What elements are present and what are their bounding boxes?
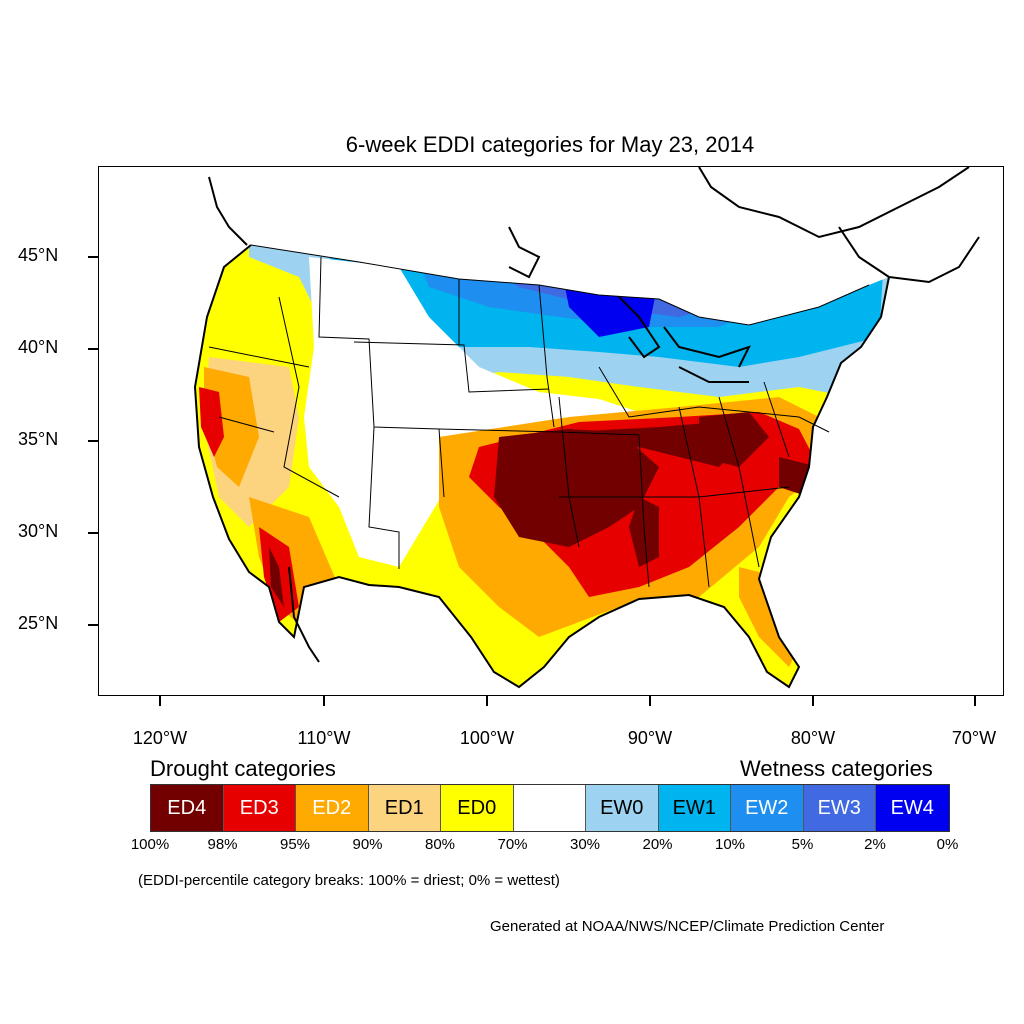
wetness-heading: Wetness categories bbox=[740, 756, 933, 781]
lon-tick bbox=[649, 696, 651, 706]
legend-swatch: EW2 bbox=[731, 785, 804, 831]
map-title: 6-week EDDI categories for May 23, 2014 bbox=[345, 132, 755, 157]
percent-break-label: 2% bbox=[864, 836, 886, 853]
lon-label: 120°W bbox=[132, 728, 188, 748]
lon-label: 80°W bbox=[790, 728, 836, 748]
percent-break-label: 95% bbox=[279, 836, 311, 853]
coastline bbox=[193, 167, 980, 689]
lat-label: 40°N bbox=[18, 337, 59, 357]
legend-swatch: ED0 bbox=[441, 785, 514, 831]
lon-label: 70°W bbox=[951, 728, 997, 748]
percent-break-label: 0% bbox=[936, 836, 959, 853]
lat-label: 30°N bbox=[18, 521, 59, 541]
lon-tick bbox=[974, 696, 976, 706]
lat-tick bbox=[88, 348, 98, 350]
lat-label: 25°N bbox=[18, 613, 59, 633]
legend-swatch: ED1 bbox=[368, 785, 441, 831]
lon-tick bbox=[486, 696, 488, 706]
lat-label: 35°N bbox=[18, 429, 59, 449]
legend-swatch: EW3 bbox=[803, 785, 876, 831]
percent-break-label: 20% bbox=[642, 836, 673, 853]
credit-text: Generated at NOAA/NWS/NCEP/Climate Predi… bbox=[490, 918, 885, 935]
lon-label: 110°W bbox=[297, 728, 351, 748]
lat-tick bbox=[88, 256, 98, 258]
lat-tick bbox=[88, 624, 98, 626]
lon-tick bbox=[159, 696, 161, 706]
legend-swatch: ED2 bbox=[296, 785, 369, 831]
percent-break-label: 80% bbox=[424, 836, 456, 853]
eddi-map bbox=[98, 166, 1004, 696]
legend-swatch: EW4 bbox=[876, 785, 949, 831]
lon-tick bbox=[323, 696, 325, 706]
legend-swatch: ED4 bbox=[151, 785, 224, 831]
legend-swatch: ED3 bbox=[223, 785, 296, 831]
lon-tick bbox=[812, 696, 814, 706]
map-canvas bbox=[193, 167, 980, 689]
percent-break-label: 10% bbox=[714, 836, 746, 853]
state-boundaries bbox=[208, 244, 870, 588]
legend-swatch bbox=[513, 785, 586, 831]
drought-heading: Drought categories bbox=[150, 756, 336, 781]
lat-tick bbox=[88, 532, 98, 534]
lon-label: 90°W bbox=[627, 728, 673, 748]
legend-note: (EDDI-percentile category breaks: 100% =… bbox=[138, 872, 560, 889]
percent-break-label: 90% bbox=[352, 836, 383, 853]
percent-break-label: 70% bbox=[497, 836, 528, 853]
lat-label: 45°N bbox=[18, 245, 59, 265]
category-legend: ED4 ED3 ED2 ED1 ED0 EW0 EW1 EW2 EW3 EW4 bbox=[150, 784, 950, 832]
lat-tick bbox=[88, 440, 98, 442]
percent-break-label: 98% bbox=[207, 836, 238, 853]
percent-break-label: 5% bbox=[791, 836, 814, 853]
legend-swatch: EW0 bbox=[586, 785, 659, 831]
lon-label: 100°W bbox=[459, 728, 515, 748]
legend-swatch: EW1 bbox=[658, 785, 731, 831]
percent-break-label: 100% bbox=[130, 836, 170, 853]
percent-break-label: 30% bbox=[569, 836, 601, 853]
